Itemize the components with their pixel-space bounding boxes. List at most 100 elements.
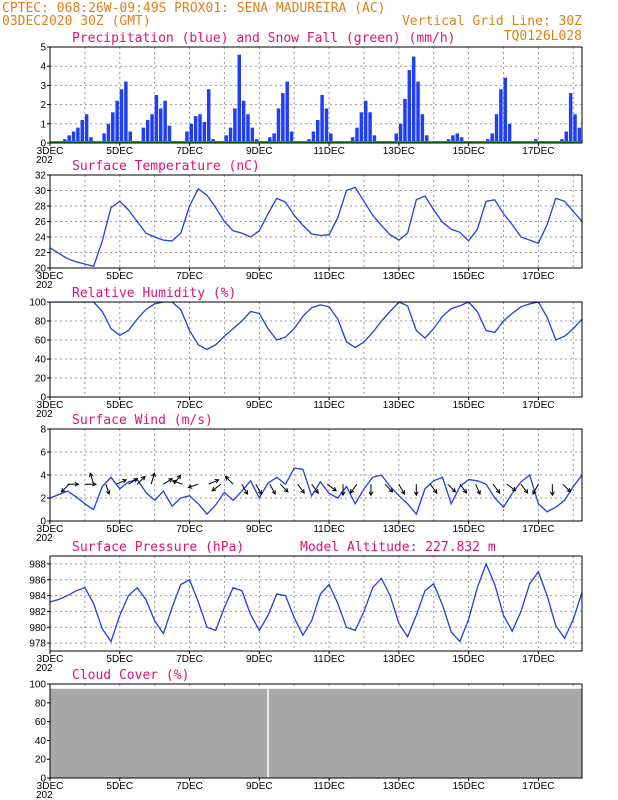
wind-arrow-head <box>122 479 128 484</box>
header-grid-line: Vertical Grid Line: 30Z <box>402 14 582 29</box>
wind-arrow <box>384 483 393 493</box>
y-tick-label: 0 <box>40 774 46 785</box>
x-tick-label: 3DEC <box>37 524 64 535</box>
wind-arrow-head <box>340 491 346 497</box>
wind-arrow-head <box>349 488 355 494</box>
x-tick-label: 11DEC <box>313 400 345 411</box>
year-stub-label: 202 <box>36 663 53 674</box>
precip-bar <box>115 100 119 143</box>
y-tick-label: 80 <box>35 317 47 328</box>
precip-bar <box>372 135 377 143</box>
series-cloud <box>50 684 582 778</box>
x-tick-label: 15DEC <box>452 654 484 665</box>
year-stub-label: 202 <box>36 533 53 544</box>
panel-title: Precipitation (blue) and Snow Fall (gree… <box>72 31 456 46</box>
precip-bar <box>359 112 364 143</box>
y-tick-label: 24 <box>35 233 47 244</box>
x-tick-label: 7DEC <box>176 146 203 157</box>
precip-bar <box>411 56 416 143</box>
wind-arrow <box>172 480 183 485</box>
precip-bar <box>233 108 237 143</box>
panel-title: Cloud Cover (%) <box>72 668 189 683</box>
x-tick-label: 17DEC <box>522 400 554 411</box>
wind-arrow <box>61 483 70 493</box>
precip-bar <box>80 119 85 143</box>
x-tick-label: 17DEC <box>522 146 554 157</box>
precip-bar <box>246 114 250 143</box>
wind-arrow <box>429 483 438 494</box>
wind-arrow-head <box>549 491 555 497</box>
x-tick-label: 5DEC <box>106 400 133 411</box>
y-tick-label: 1 <box>40 119 46 130</box>
panel-precip: 0 1 2 3 4 5 Precipitation (blue) and Snow Fall… <box>36 31 611 166</box>
wind-arrow-head <box>523 488 529 494</box>
wind-arrow <box>506 483 517 492</box>
plot-frame <box>49 683 583 779</box>
precip-bar <box>577 127 582 143</box>
x-tick-label: 13DEC <box>383 146 415 157</box>
series-rh <box>50 302 582 351</box>
wind-arrow-head <box>511 486 517 492</box>
y-tick-label: 0 <box>40 139 46 150</box>
precip-bar <box>67 135 71 143</box>
plot-frame <box>49 301 583 398</box>
wind-arrow <box>562 483 571 493</box>
x-tick-label: 5DEC <box>106 524 133 535</box>
x-tick-label: 9DEC <box>246 654 273 665</box>
y-tick-label: 20 <box>35 264 47 275</box>
wind-arrow <box>116 479 127 485</box>
line-temp <box>50 186 582 268</box>
wind-arrow-head <box>388 487 394 493</box>
y-tick-label: 20 <box>35 755 47 766</box>
y-tick-label: 4 <box>40 62 46 73</box>
wind-arrow <box>136 476 146 485</box>
line-wind <box>50 467 582 516</box>
wind-arrow <box>225 476 234 485</box>
precip-bar <box>76 127 80 143</box>
wind-arrow-head <box>224 475 230 481</box>
x-tick-label: 13DEC <box>383 524 415 535</box>
precip-bar <box>329 133 333 143</box>
precip-bar <box>608 131 611 143</box>
chart-panels: 0 1 2 3 4 5 Precipitation (blue) and Snow Fall… <box>29 31 611 800</box>
y-tick-label: 982 <box>29 607 46 618</box>
x-tick-label: 3DEC <box>37 400 64 411</box>
precip-bar <box>459 137 464 143</box>
wind-arrow-head <box>74 481 80 487</box>
y-tick-label: 2 <box>40 100 46 111</box>
precip-bar <box>398 123 403 143</box>
y-tick-label: 100 <box>29 298 46 309</box>
precip-bar <box>490 133 494 143</box>
precip-bar <box>272 133 276 143</box>
x-tick-label: 17DEC <box>522 781 554 792</box>
series-pres <box>50 562 582 643</box>
x-tick-label: 3DEC <box>37 271 64 282</box>
header-run-time: 03DEC2020 30Z (GMT) <box>2 14 151 29</box>
precip-bar <box>124 81 128 143</box>
wind-arrow <box>279 483 289 493</box>
y-tick-label: 0 <box>40 517 46 528</box>
wind-arrow-head <box>271 490 276 496</box>
precip-bar <box>407 70 412 143</box>
wind-arrow <box>327 483 337 492</box>
x-tick-label: 17DEC <box>522 524 554 535</box>
precip-bar <box>189 123 194 143</box>
wind-arrow <box>532 483 539 495</box>
wind-arrow-head <box>400 490 405 496</box>
precip-bar <box>71 131 76 143</box>
wind-arrow <box>163 478 173 485</box>
wind-arrow-head <box>211 486 217 492</box>
wind-arrow-head <box>413 491 419 497</box>
wind-arrow <box>311 483 319 494</box>
wind-arrow-head <box>368 491 374 497</box>
x-tick-label: 9DEC <box>246 271 273 282</box>
plot-frame <box>49 428 583 522</box>
x-tick-label: 15DEC <box>452 271 484 282</box>
x-tick-label: 7DEC <box>176 781 203 792</box>
panel-pres: 978 980 982 984 986 988 Surface Pressure (hPa)… <box>29 540 583 674</box>
header-station: CPTEC: 068:26W-09:49S PROX01: SENA MADUR… <box>2 1 386 16</box>
precip-bar <box>224 135 228 143</box>
x-tick-label: 11DEC <box>313 271 345 282</box>
x-tick-label: 13DEC <box>383 400 415 411</box>
precip-bar <box>84 114 89 143</box>
